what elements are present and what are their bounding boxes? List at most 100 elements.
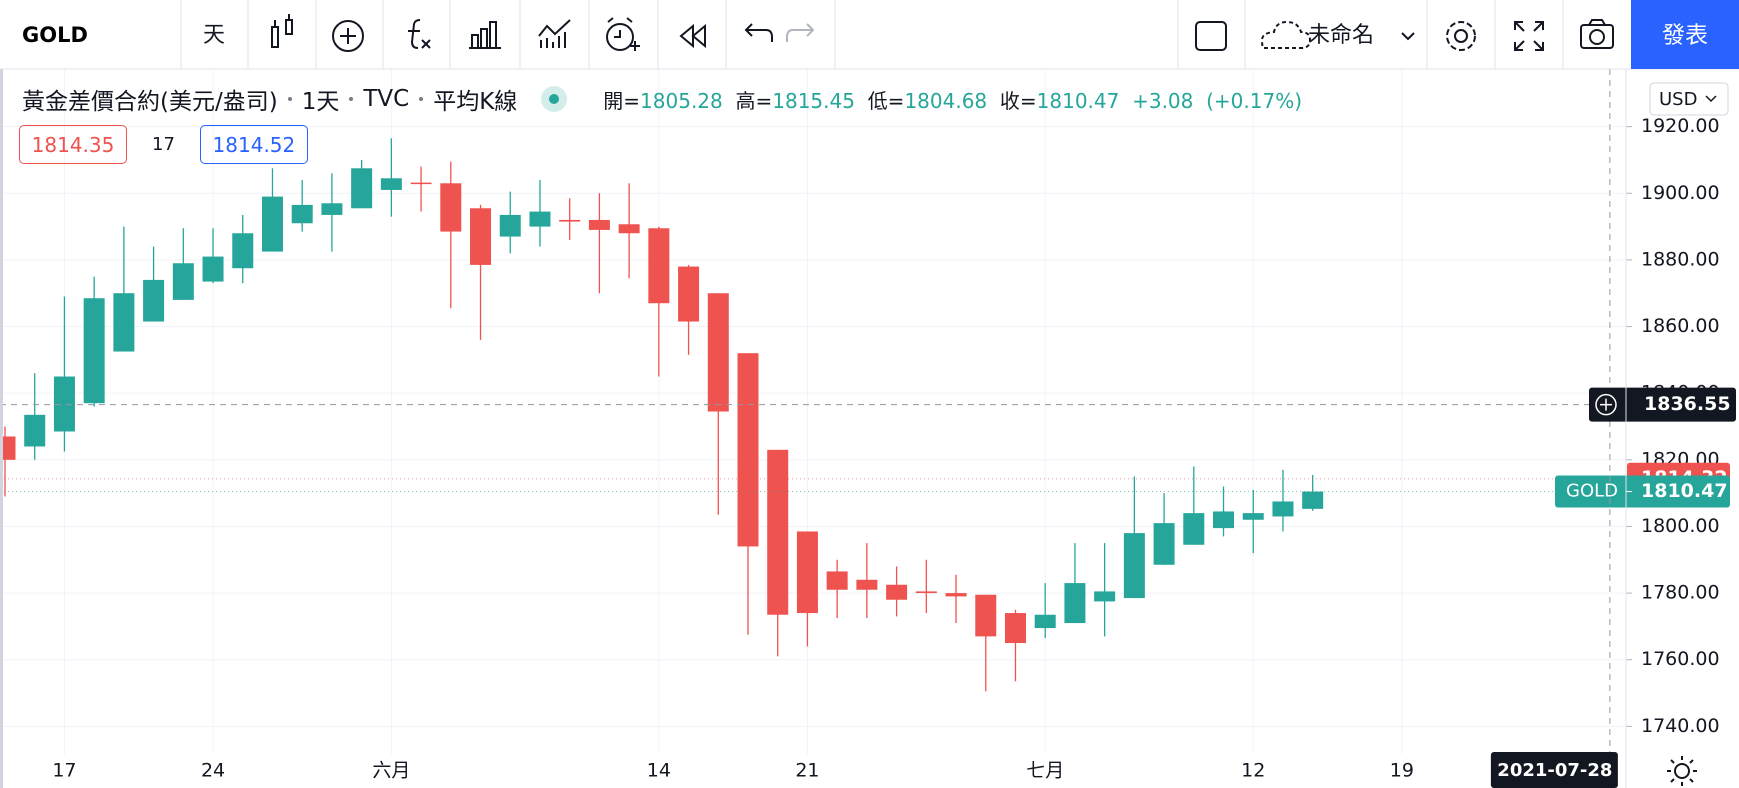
templates-button[interactable] [469,21,501,49]
candle-body [232,233,254,269]
alerts-chart-button[interactable] [538,19,571,48]
add-alert-button[interactable] [1595,393,1617,416]
redo-button[interactable] [786,23,815,42]
candle-body [202,256,224,282]
x-tick-label: 14 [647,760,671,782]
candle-body [0,436,16,460]
separator [349,97,354,101]
buy-button[interactable]: 1814.52 [199,125,308,164]
ohlc-label: 低= [867,88,905,113]
candle-body [945,593,967,597]
candle-body [588,219,610,230]
replay-button[interactable] [679,23,706,49]
candle-body [1094,591,1116,602]
left-edge [0,69,3,788]
price-label: 1810.47 [1641,480,1728,502]
candle-body [1272,501,1294,517]
candle-body [380,178,402,190]
separator [419,97,424,101]
candle-body [1153,523,1175,565]
grid [0,69,1626,754]
x-tick-label: 24 [201,760,225,782]
x-tick-label: 12 [1241,760,1265,782]
bar-style-button[interactable] [271,14,293,48]
candle-body [470,208,492,265]
candle-body [886,584,908,600]
candle-body [499,214,521,237]
compare-button[interactable] [332,20,364,52]
x-tick-label: 17 [52,760,76,782]
candle-body [351,168,373,209]
candle-body [1034,614,1056,629]
toolbar-bg [0,0,1739,69]
candle-body [707,293,729,412]
currency-chevron [1705,95,1717,103]
candle-body [915,591,937,594]
candle-body [767,449,789,615]
crosshair-date-bg [1490,752,1618,788]
y-tick-label: 1900.00 [1641,182,1720,204]
y-tick-label: 1760.00 [1641,648,1720,670]
candle-body [261,196,283,252]
select-layout-button[interactable] [1195,21,1227,51]
snapshot-button[interactable] [1580,19,1614,49]
settings-button[interactable] [1446,21,1476,51]
ohlc-value: 1815.45 [772,88,855,113]
ohlc-label: 收= [999,88,1037,113]
candle-body [1004,613,1026,644]
toolbar-separators [180,0,1564,69]
candle-body [559,219,581,222]
publish-button[interactable] [1631,0,1739,69]
sell-button[interactable]: 1814.35 [19,125,127,164]
indicators-button[interactable] [408,19,431,49]
candle-body [737,353,759,547]
legend-source: TVC [363,86,410,112]
legend: 黃金差價合約(美元/盎司) 1天 TVC 平均K線 開=1805.28 高=18… [22,82,1302,116]
alert-button[interactable] [606,17,640,51]
overlay: 1740.001760.001780.001800.001820.001840.… [0,69,1736,788]
y-tick-label: 1880.00 [1641,248,1720,270]
candle-body [678,266,700,322]
x-tick-label: 19 [1390,760,1414,782]
candle-body [796,531,818,614]
market-status[interactable] [541,86,568,112]
currency-button[interactable] [1649,82,1729,116]
publish-label[interactable]: 發表 [1662,23,1708,49]
candle-body [113,293,135,352]
change-percent: (+0.17%) [1206,88,1303,113]
interval-button[interactable]: 天 [203,23,225,48]
layout-menu-chevron[interactable] [1401,32,1415,41]
candle-body [172,263,194,300]
candle-body [648,228,670,304]
y-tick-label: 1740.00 [1641,715,1720,737]
crosshair-date: 2021-07-28 [1497,760,1612,781]
ohlc-value: 1804.68 [904,88,988,113]
candle-body [24,414,46,447]
toolbar-icons [271,14,1614,52]
symbol-button[interactable]: GOLD [22,23,88,47]
layout-name[interactable]: 未命名 [1308,23,1374,48]
candle-body [1213,511,1235,529]
fullscreen-button[interactable] [1514,21,1544,51]
candle-body [1123,533,1145,599]
undo-button[interactable] [744,23,773,42]
candle-body [826,571,848,590]
separator [287,97,292,101]
candles [0,138,1324,692]
scale-settings-button[interactable] [1667,756,1697,786]
crosshair-price: 1836.55 [1644,393,1731,415]
series-name: GOLD [1566,481,1618,502]
candle-body [856,579,878,590]
ohlc-value: 1810.47 [1036,88,1120,113]
y-tick-label: 1800.00 [1641,515,1720,537]
candle-body [143,279,165,322]
candle-body [53,376,75,432]
order-boxes: 1814.35 17 1814.52 [19,125,308,164]
currency-label[interactable]: USD [1659,89,1697,110]
candle-body [1302,491,1324,509]
ohlc-value: 1805.28 [640,88,723,113]
legend-title[interactable]: 黃金差價合約(美元/盎司) [22,89,278,115]
cloud-button[interactable] [1260,20,1312,49]
